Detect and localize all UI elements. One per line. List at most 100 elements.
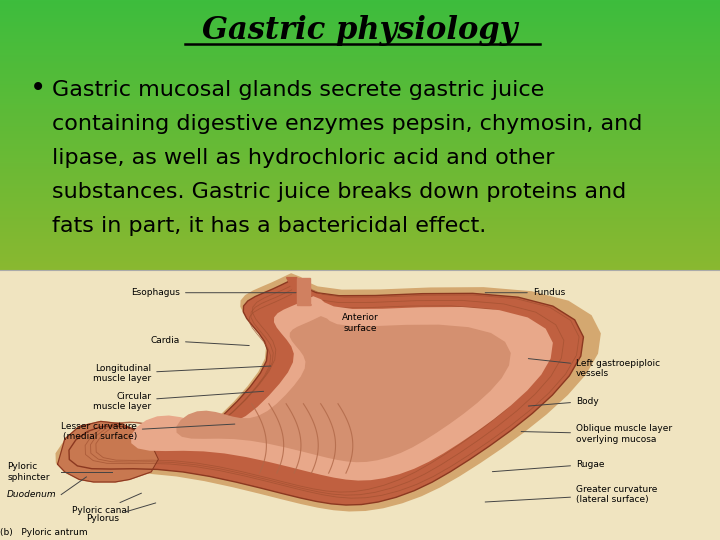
Bar <box>0 228 720 230</box>
Bar <box>0 115 720 116</box>
Bar <box>0 270 720 540</box>
Bar <box>0 133 720 135</box>
Bar <box>0 243 720 244</box>
Bar <box>0 105 720 106</box>
Bar <box>0 59 720 60</box>
Bar <box>0 177 720 178</box>
Bar <box>0 5 720 6</box>
Text: Gastric mucosal glands secrete gastric juice: Gastric mucosal glands secrete gastric j… <box>52 80 544 100</box>
Bar <box>0 141 720 143</box>
Bar <box>0 189 720 191</box>
Bar <box>0 176 720 177</box>
Bar <box>0 126 720 127</box>
Bar <box>0 256 720 258</box>
Bar <box>0 181 720 183</box>
Bar <box>0 82 720 84</box>
Bar <box>0 165 720 166</box>
Bar <box>0 66 720 68</box>
Polygon shape <box>55 273 601 511</box>
Bar <box>0 162 720 163</box>
Bar <box>0 51 720 52</box>
Bar <box>0 187 720 189</box>
Bar <box>0 42 720 43</box>
Bar <box>0 239 720 240</box>
Bar <box>0 35 720 36</box>
Bar <box>0 174 720 176</box>
Bar <box>0 237 720 238</box>
Bar <box>0 74 720 76</box>
Bar <box>0 113 720 115</box>
Text: containing digestive enzymes pepsin, chymosin, and: containing digestive enzymes pepsin, chy… <box>52 114 642 134</box>
Bar <box>0 201 720 202</box>
Bar <box>0 195 720 197</box>
Bar <box>0 39 720 40</box>
Bar <box>0 49 720 50</box>
Bar <box>0 10 720 11</box>
Polygon shape <box>58 421 158 482</box>
Bar <box>0 209 720 211</box>
Bar <box>0 30 720 31</box>
Bar <box>0 79 720 81</box>
Text: Pylorus: Pylorus <box>86 503 156 523</box>
Bar <box>0 56 720 57</box>
Bar <box>0 15 720 16</box>
Bar <box>0 89 720 90</box>
Bar <box>0 158 720 159</box>
Bar <box>0 217 720 219</box>
Text: Left gastroepiploic
vessels: Left gastroepiploic vessels <box>528 359 660 378</box>
Bar <box>0 106 720 108</box>
Bar <box>0 86 720 87</box>
Bar <box>0 163 720 165</box>
Bar <box>0 112 720 113</box>
Text: (b)   Pyloric antrum: (b) Pyloric antrum <box>0 528 88 537</box>
Bar <box>0 50 720 51</box>
Bar <box>0 84 720 85</box>
Bar <box>0 178 720 179</box>
Bar <box>0 17 720 19</box>
Bar <box>0 193 720 194</box>
Bar <box>0 185 720 186</box>
Bar <box>0 168 720 170</box>
Bar <box>0 43 720 45</box>
Bar <box>0 212 720 213</box>
Bar <box>0 60 720 62</box>
Bar <box>0 184 720 185</box>
Bar <box>0 122 720 123</box>
Polygon shape <box>131 296 553 481</box>
Bar <box>0 231 720 232</box>
Bar <box>0 205 720 206</box>
Bar <box>0 22 720 23</box>
Text: Pyloric canal: Pyloric canal <box>72 493 141 516</box>
Bar <box>0 137 720 138</box>
Bar <box>0 197 720 198</box>
Bar <box>0 63 720 65</box>
Bar <box>0 3 720 4</box>
Text: Oblique muscle layer
overlying mucosa: Oblique muscle layer overlying mucosa <box>521 424 672 444</box>
Bar <box>0 85 720 86</box>
Text: Pyloric
sphincter: Pyloric sphincter <box>7 462 50 482</box>
Text: Circular
muscle layer: Circular muscle layer <box>93 392 264 411</box>
Polygon shape <box>69 280 583 505</box>
Bar <box>0 69 720 70</box>
Bar <box>0 124 720 126</box>
Bar <box>0 226 720 227</box>
Text: lipase, as well as hydrochloric acid and other: lipase, as well as hydrochloric acid and… <box>52 148 554 168</box>
Bar <box>0 92 720 93</box>
Bar <box>0 222 720 224</box>
Bar <box>0 57 720 58</box>
Bar <box>0 33 720 35</box>
Bar <box>0 0 720 2</box>
Bar <box>0 154 720 156</box>
Bar <box>0 213 720 215</box>
Bar <box>0 215 720 216</box>
Bar <box>0 90 720 92</box>
Bar <box>0 151 720 152</box>
Text: substances. Gastric juice breaks down proteins and: substances. Gastric juice breaks down pr… <box>52 182 626 202</box>
Bar <box>0 220 720 221</box>
Bar <box>0 267 720 268</box>
Bar <box>0 238 720 239</box>
Bar <box>0 179 720 181</box>
Bar <box>0 98 720 100</box>
Bar <box>0 227 720 228</box>
Bar <box>0 159 720 160</box>
